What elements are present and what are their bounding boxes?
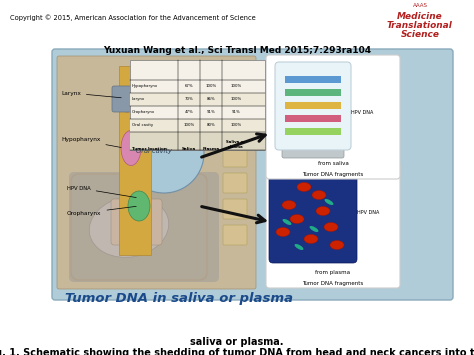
Ellipse shape [121, 131, 141, 165]
Bar [285, 115, 341, 122]
Text: HPV DNA: HPV DNA [351, 110, 374, 115]
Bar [130, 119, 265, 132]
Bar [285, 76, 341, 83]
Text: saliva or plasma.: saliva or plasma. [190, 337, 284, 347]
Ellipse shape [124, 113, 204, 193]
Ellipse shape [330, 240, 344, 250]
Text: Fig. 1. Schematic showing the shedding of tumor DNA from head and neck cancers i: Fig. 1. Schematic showing the shedding o… [0, 348, 474, 355]
Text: Medicine: Medicine [397, 12, 443, 21]
FancyBboxPatch shape [223, 95, 247, 115]
Text: 80%: 80% [207, 123, 215, 127]
Text: 100%: 100% [230, 97, 242, 101]
FancyBboxPatch shape [266, 55, 400, 179]
Text: Translational: Translational [387, 21, 453, 30]
Text: 91%: 91% [232, 110, 240, 114]
Text: Hypopharynx: Hypopharynx [132, 84, 158, 88]
FancyBboxPatch shape [223, 225, 247, 245]
Text: 70%: 70% [185, 97, 193, 101]
Bar [285, 89, 341, 96]
Text: 86%: 86% [207, 97, 215, 101]
Text: Tumor DNA fragments: Tumor DNA fragments [302, 172, 364, 177]
Text: Tumor location: Tumor location [132, 147, 167, 151]
Text: from saliva: from saliva [318, 161, 348, 166]
Text: 47%: 47% [185, 110, 193, 114]
Ellipse shape [128, 191, 150, 221]
Bar [130, 93, 265, 106]
Ellipse shape [283, 219, 292, 225]
Ellipse shape [324, 223, 338, 231]
FancyBboxPatch shape [112, 86, 154, 112]
Bar [130, 132, 265, 150]
Ellipse shape [120, 94, 134, 112]
Ellipse shape [312, 191, 326, 200]
Text: Oral cavity: Oral cavity [136, 148, 172, 154]
Bar [130, 60, 265, 150]
Text: HPV DNA: HPV DNA [67, 186, 136, 197]
Ellipse shape [290, 214, 304, 224]
Text: 100%: 100% [205, 84, 217, 88]
Bar [119, 66, 151, 255]
FancyBboxPatch shape [69, 172, 219, 282]
FancyBboxPatch shape [57, 56, 256, 289]
Text: AAAS: AAAS [412, 3, 428, 8]
Bar [285, 102, 341, 109]
Ellipse shape [304, 235, 318, 244]
FancyBboxPatch shape [269, 167, 357, 263]
Text: Plasma: Plasma [202, 147, 219, 151]
Ellipse shape [325, 199, 333, 205]
Text: Hypopharynx: Hypopharynx [61, 137, 121, 147]
Text: 100%: 100% [230, 123, 242, 127]
Text: 100%: 100% [230, 84, 242, 88]
FancyBboxPatch shape [223, 69, 247, 89]
Text: Oral cavity: Oral cavity [132, 123, 153, 127]
Text: 91%: 91% [207, 110, 215, 114]
Text: 67%: 67% [185, 84, 193, 88]
FancyBboxPatch shape [223, 147, 247, 167]
Ellipse shape [316, 207, 330, 215]
FancyBboxPatch shape [266, 164, 400, 288]
FancyBboxPatch shape [223, 121, 247, 141]
Ellipse shape [310, 226, 319, 232]
Ellipse shape [297, 182, 311, 191]
FancyBboxPatch shape [223, 199, 247, 219]
Ellipse shape [139, 119, 189, 141]
Ellipse shape [282, 201, 296, 209]
Text: HPV DNA: HPV DNA [357, 209, 379, 214]
Text: Oropharynx: Oropharynx [67, 206, 136, 215]
Text: 100%: 100% [183, 123, 195, 127]
Bar [285, 128, 341, 135]
Text: Larynx: Larynx [132, 97, 145, 101]
FancyBboxPatch shape [282, 138, 344, 158]
Text: Tumor DNA fragments: Tumor DNA fragments [302, 281, 364, 286]
Text: Science: Science [401, 30, 439, 39]
Text: Saliva or
plasma: Saliva or plasma [227, 140, 246, 149]
FancyBboxPatch shape [275, 62, 351, 150]
FancyBboxPatch shape [52, 49, 453, 300]
FancyBboxPatch shape [111, 199, 162, 245]
Text: Larynx: Larynx [61, 91, 121, 98]
Text: Copyright © 2015, American Association for the Advancement of Science: Copyright © 2015, American Association f… [10, 14, 256, 21]
Text: Yuxuan Wang et al., Sci Transl Med 2015;7:293ra104: Yuxuan Wang et al., Sci Transl Med 2015;… [103, 46, 371, 55]
FancyBboxPatch shape [223, 173, 247, 193]
Text: Oropharynx: Oropharynx [132, 110, 155, 114]
Text: Tumor DNA in saliva or plasma: Tumor DNA in saliva or plasma [65, 292, 293, 305]
Ellipse shape [89, 197, 169, 257]
Text: from plasma: from plasma [315, 270, 351, 275]
Text: Saliva: Saliva [182, 147, 196, 151]
Ellipse shape [276, 228, 290, 236]
Ellipse shape [294, 244, 303, 250]
